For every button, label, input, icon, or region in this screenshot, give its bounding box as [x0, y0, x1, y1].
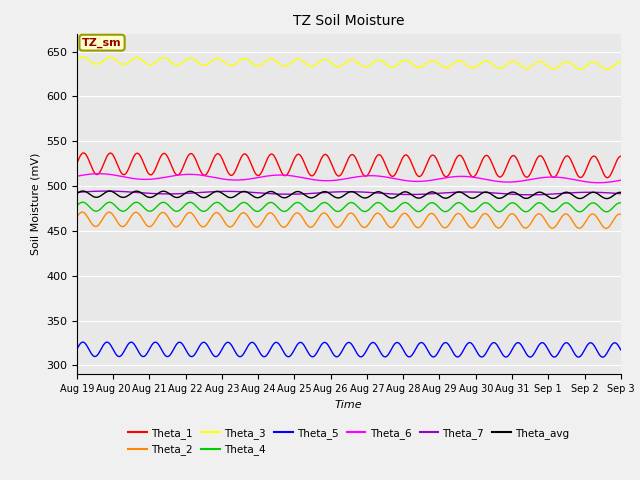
Line: Theta_2: Theta_2	[77, 212, 621, 228]
Theta_2	[607, 222, 614, 228]
Theta_1	[79, 150, 87, 156]
Y-axis label: Soil Moisture (mV): Soil Moisture (mV)	[30, 153, 40, 255]
Theta_6	[617, 177, 625, 183]
Theta_5	[607, 344, 614, 349]
Theta_4	[79, 199, 86, 205]
Line: Theta_6: Theta_6	[77, 174, 621, 183]
Theta_6	[168, 173, 175, 179]
Theta_3	[603, 66, 611, 72]
Line: Theta_1: Theta_1	[77, 153, 621, 178]
Theta_5	[548, 353, 556, 359]
Theta_6	[73, 173, 81, 179]
Line: Theta_4: Theta_4	[77, 202, 621, 212]
Theta_3	[305, 63, 313, 69]
Theta_7	[282, 192, 289, 197]
Theta_5	[168, 350, 175, 356]
Theta_1	[282, 173, 289, 179]
Theta_6	[595, 180, 602, 186]
Theta_7	[73, 190, 81, 195]
Theta_5	[305, 351, 313, 357]
Theta_avg	[548, 195, 556, 201]
Theta_1	[135, 151, 143, 157]
Line: Theta_5: Theta_5	[77, 342, 621, 357]
Theta_7	[548, 191, 556, 197]
Theta_7	[305, 191, 313, 196]
Theta_2	[73, 214, 81, 220]
Theta_7	[168, 191, 175, 197]
Theta_avg	[305, 194, 313, 200]
Theta_6	[607, 179, 614, 185]
Theta_2	[617, 212, 625, 217]
Theta_avg	[603, 196, 611, 202]
Line: Theta_3: Theta_3	[77, 57, 621, 69]
Theta_avg	[617, 190, 625, 195]
Theta_1	[617, 154, 625, 159]
Theta_6	[548, 174, 556, 180]
Theta_6	[135, 176, 143, 182]
Theta_avg	[607, 194, 614, 200]
Theta_avg	[168, 192, 175, 198]
Theta_2	[602, 226, 610, 231]
Legend: Theta_1, Theta_2, Theta_3, Theta_4, Theta_5, Theta_6, Theta_7, Theta_avg: Theta_1, Theta_2, Theta_3, Theta_4, Thet…	[124, 424, 573, 459]
Theta_avg	[282, 195, 289, 201]
Line: Theta_7: Theta_7	[77, 191, 621, 195]
Theta_4	[617, 200, 625, 206]
Theta_2	[79, 209, 86, 215]
Theta_avg	[79, 188, 86, 194]
Theta_5	[282, 352, 289, 358]
Theta_4	[282, 208, 289, 214]
Theta_6	[95, 171, 103, 177]
Theta_5	[73, 347, 81, 352]
Theta_avg	[135, 189, 143, 194]
Theta_3	[168, 60, 175, 65]
Theta_2	[305, 224, 313, 230]
Theta_1	[168, 163, 175, 168]
Theta_4	[607, 207, 614, 213]
Theta_4	[603, 209, 611, 215]
Line: Theta_avg: Theta_avg	[77, 191, 621, 199]
Theta_4	[73, 203, 81, 209]
Theta_1	[604, 175, 611, 180]
X-axis label: Time: Time	[335, 400, 363, 409]
Theta_2	[282, 224, 289, 229]
Theta_7	[527, 192, 534, 198]
Theta_5	[135, 349, 143, 355]
Theta_7	[617, 191, 625, 197]
Theta_1	[548, 173, 556, 179]
Text: TZ_sm: TZ_sm	[82, 37, 122, 48]
Title: TZ Soil Moisture: TZ Soil Moisture	[293, 14, 404, 28]
Theta_2	[168, 219, 175, 225]
Theta_4	[135, 200, 143, 206]
Theta_3	[79, 54, 87, 60]
Theta_4	[305, 208, 313, 214]
Theta_5	[599, 354, 607, 360]
Theta_3	[607, 65, 614, 71]
Theta_1	[607, 172, 614, 178]
Theta_6	[282, 172, 289, 178]
Theta_7	[135, 190, 143, 195]
Theta_3	[135, 55, 143, 61]
Theta_7	[102, 188, 110, 194]
Theta_3	[548, 66, 556, 72]
Theta_avg	[73, 191, 81, 196]
Theta_3	[282, 63, 289, 69]
Theta_5	[79, 339, 86, 345]
Theta_2	[135, 211, 143, 217]
Theta_7	[607, 190, 614, 196]
Theta_5	[617, 347, 625, 353]
Theta_4	[548, 209, 556, 215]
Theta_3	[617, 60, 625, 65]
Theta_4	[168, 205, 175, 211]
Theta_2	[548, 225, 556, 231]
Theta_1	[73, 161, 81, 167]
Theta_1	[305, 171, 313, 177]
Theta_6	[305, 176, 313, 182]
Theta_3	[73, 57, 81, 63]
